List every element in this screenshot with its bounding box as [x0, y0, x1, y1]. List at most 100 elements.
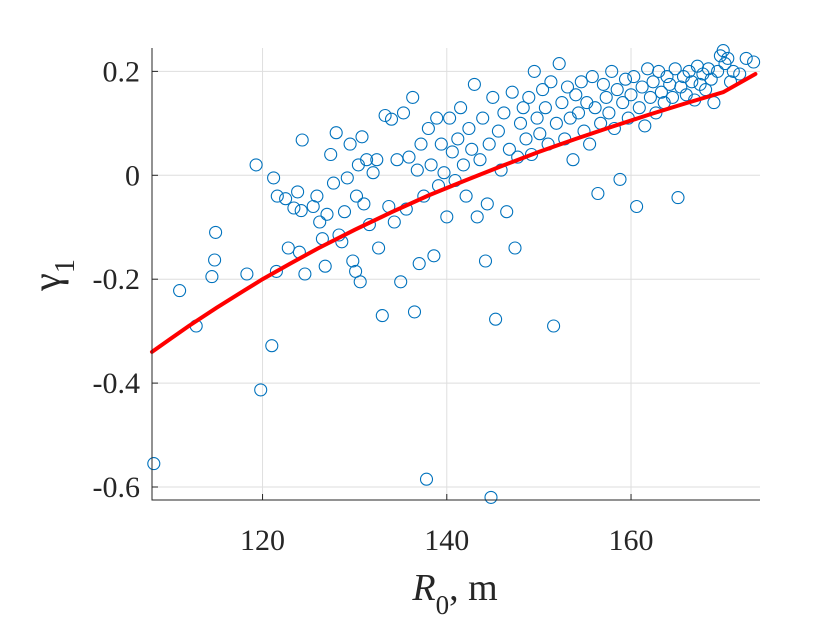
data-point [340, 171, 354, 185]
data-point [716, 44, 730, 58]
data-point [668, 62, 682, 76]
data-point [665, 90, 680, 104]
data-point [337, 205, 352, 219]
data-point [267, 171, 281, 185]
data-point [585, 70, 599, 84]
data-point [588, 101, 602, 115]
x-tick-labels: 120 140 160 [240, 524, 653, 557]
axes-frame [151, 48, 760, 501]
data-point [482, 137, 496, 151]
data-point [602, 106, 616, 120]
data-point [500, 205, 514, 219]
data-point [624, 88, 638, 102]
data-point [721, 51, 735, 65]
data-point [353, 275, 367, 289]
data-point [566, 153, 580, 167]
data-point [599, 90, 613, 104]
data-point [394, 275, 408, 289]
data-point [484, 490, 498, 504]
data-point [402, 150, 416, 164]
data-point [287, 201, 301, 215]
data-point [357, 197, 371, 211]
data-point [519, 132, 533, 146]
data-point [147, 457, 161, 471]
data-point [704, 72, 718, 86]
data-point [679, 88, 693, 102]
data-point [610, 83, 624, 97]
data-point [384, 112, 399, 126]
data-point [326, 176, 341, 190]
data-point [324, 147, 338, 162]
data-point [641, 62, 655, 76]
data-point [635, 80, 649, 94]
y-tick-label: 0 [125, 159, 140, 192]
data-point [707, 96, 721, 110]
data-point [406, 90, 420, 104]
x-tick-label: 120 [240, 524, 285, 557]
data-point [414, 137, 428, 151]
data-point [663, 77, 677, 91]
data-point [563, 111, 577, 125]
data-point [527, 64, 541, 78]
data-point [208, 253, 222, 267]
data-point [437, 166, 451, 180]
data-point [508, 241, 522, 255]
data-point [355, 130, 369, 144]
data-point [343, 137, 357, 151]
data-point [538, 101, 552, 115]
data-point [613, 172, 627, 186]
data-point [270, 189, 284, 203]
data-point [265, 339, 279, 353]
data-point [486, 90, 500, 104]
data-point [685, 75, 699, 89]
data-point [549, 116, 563, 130]
data-point [434, 137, 448, 151]
data-point [279, 192, 293, 206]
y-tick-label: 0.2 [103, 55, 141, 88]
data-point [489, 312, 503, 326]
data-point [690, 59, 704, 73]
x-tick-label: 140 [424, 524, 469, 557]
data-point [360, 153, 374, 167]
data-point [711, 64, 725, 78]
y-tick-label: -0.2 [93, 263, 141, 296]
data-point [522, 90, 536, 104]
data-point [618, 72, 633, 86]
data-point [254, 383, 268, 397]
data-point [505, 85, 519, 99]
data-point [427, 249, 441, 263]
data-point [530, 111, 544, 125]
data-point [671, 191, 685, 205]
data-point [552, 57, 566, 71]
data-point [533, 127, 547, 141]
data-point [294, 204, 308, 218]
y-tick-label: -0.4 [93, 367, 141, 400]
data-point [445, 145, 459, 159]
data-point [412, 257, 426, 271]
data-point [583, 137, 597, 151]
data-point [571, 106, 586, 120]
data-point [591, 186, 605, 201]
data-point [419, 472, 434, 486]
scatter-points [147, 44, 761, 504]
data-point [643, 90, 657, 104]
data-point [320, 207, 334, 221]
data-point [173, 284, 187, 298]
data-point [459, 189, 473, 203]
data-point [478, 254, 493, 268]
data-point [596, 77, 610, 91]
data-point [502, 142, 516, 156]
data-point [269, 264, 283, 278]
axis-ticks [152, 70, 632, 500]
data-point [329, 126, 343, 140]
data-point [205, 270, 219, 284]
x-tick-label: 160 [609, 524, 654, 557]
data-point [536, 83, 550, 97]
data-point [739, 51, 753, 65]
data-point [390, 153, 404, 167]
data-point [462, 121, 476, 136]
data-point [630, 199, 644, 214]
data-point [654, 85, 668, 99]
data-point [701, 62, 715, 76]
data-point [430, 111, 444, 125]
